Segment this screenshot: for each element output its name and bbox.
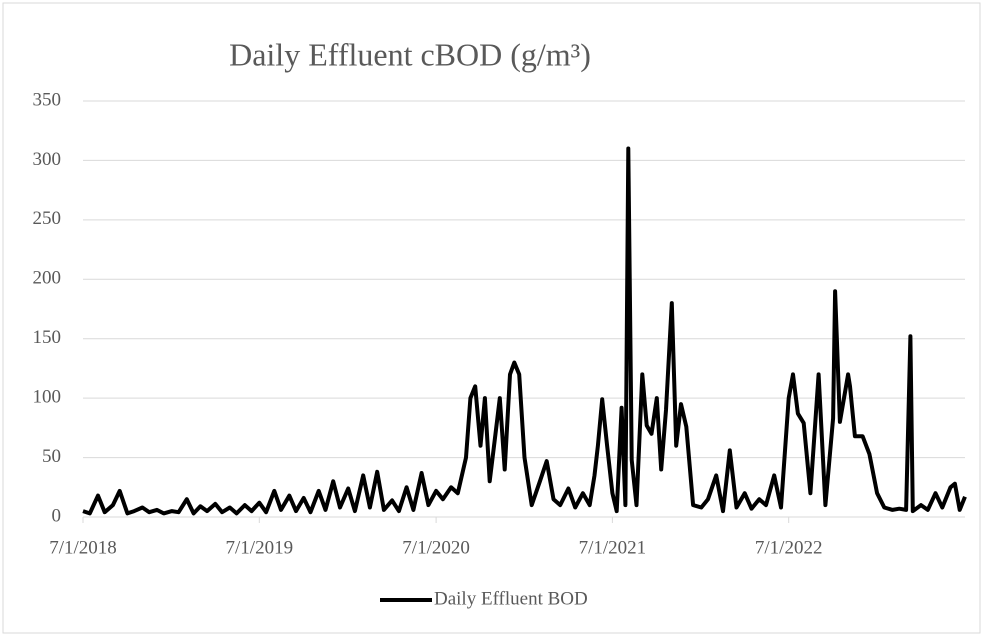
chart-title: Daily Effluent cBOD (g/m³) [229, 36, 591, 72]
y-tick-label: 100 [33, 387, 62, 408]
legend-label: Daily Effluent BOD [434, 588, 588, 609]
y-tick-label: 350 [33, 89, 62, 110]
x-tick-label: 7/1/2019 [226, 537, 294, 558]
y-tick-label: 150 [33, 327, 62, 348]
y-tick-label: 0 [52, 505, 62, 526]
x-tick-label: 7/1/2022 [755, 537, 823, 558]
x-tick-label: 7/1/2021 [579, 537, 647, 558]
y-tick-label: 250 [33, 208, 62, 229]
series-line [82, 146, 967, 516]
x-tick-label: 7/1/2018 [49, 537, 117, 558]
y-tick-label: 200 [33, 268, 62, 289]
y-tick-label: 50 [42, 446, 61, 467]
y-tick-label: 300 [33, 149, 62, 170]
x-tick-label: 7/1/2020 [402, 537, 470, 558]
chart-frame [2, 2, 981, 634]
